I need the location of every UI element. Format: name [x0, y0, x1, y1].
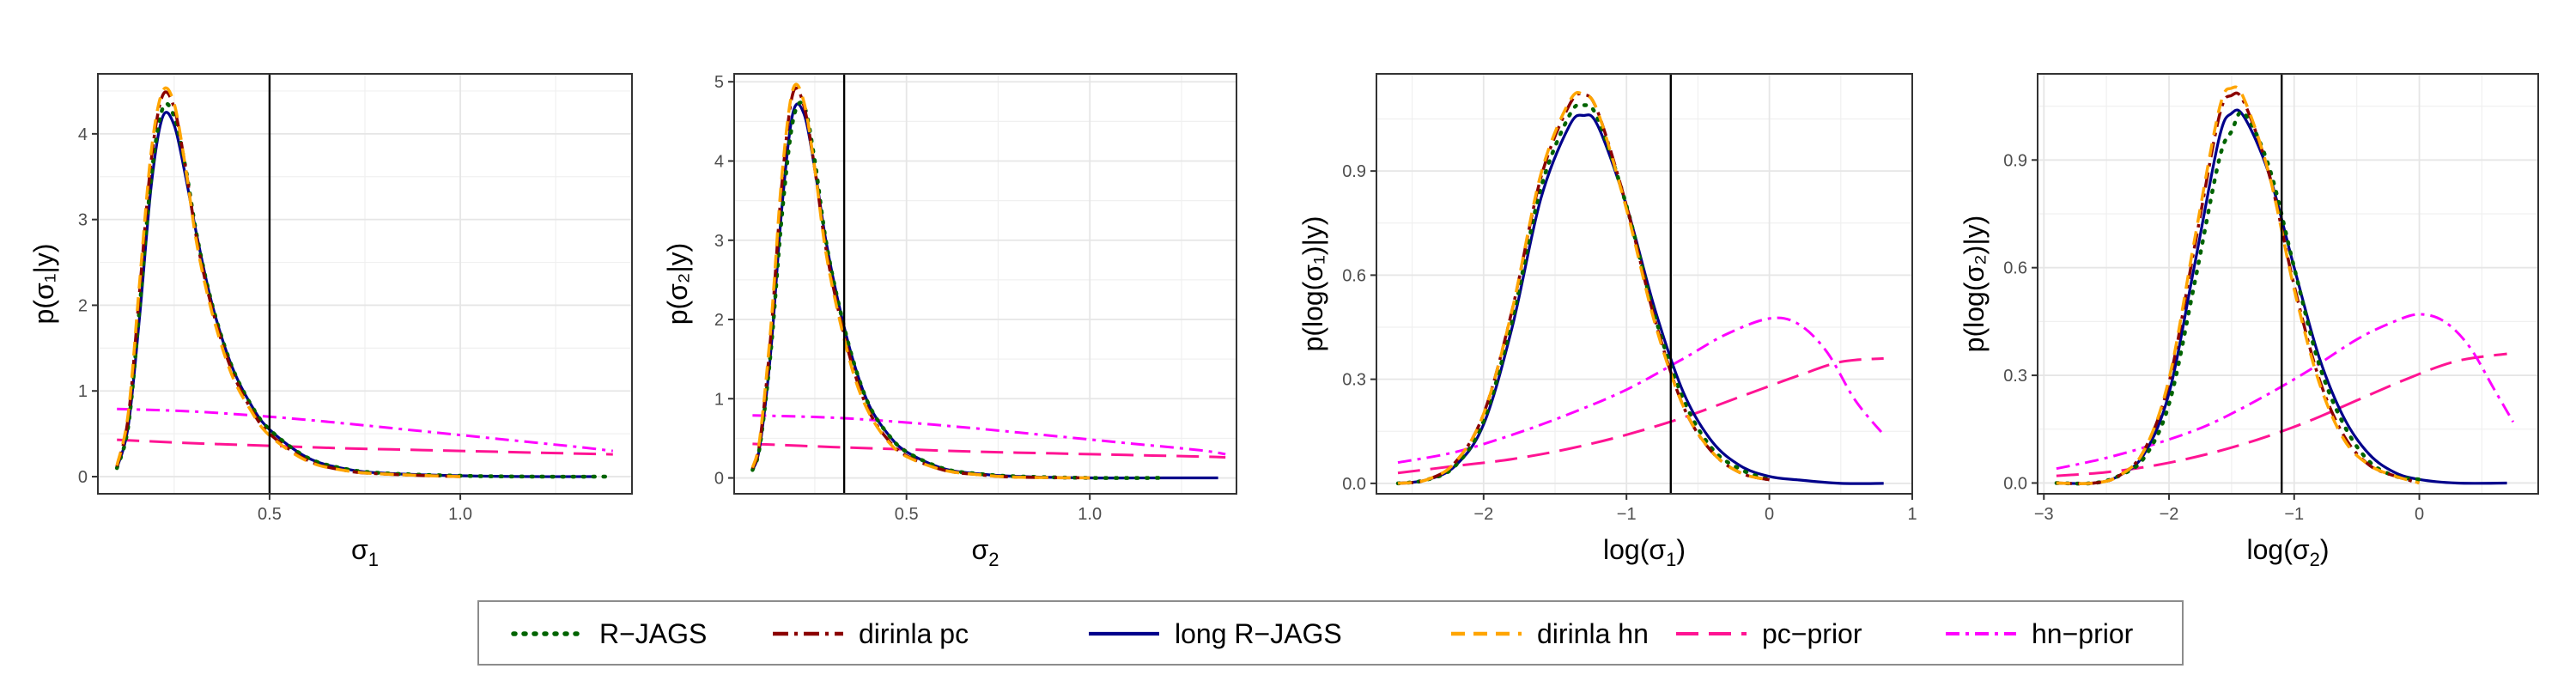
panel-1: 0 1 2 3 4 0.5 1.0 σ1 p(σ₁|y): [28, 73, 633, 570]
series-line-dirinla-hn: [2056, 85, 2420, 485]
y-tick-label: 1: [78, 382, 88, 401]
y-tick-label: 4: [78, 125, 88, 144]
y-tick-label: 0: [78, 468, 88, 487]
x-axis-label: σ1: [351, 534, 379, 570]
series-line-dirinla-hn: [1397, 90, 1771, 485]
y-tick-label: 0.6: [1342, 266, 1366, 285]
legend-item-long-rjags: long R−JAGS: [1089, 618, 1342, 649]
series-line-dirinla-hn: [115, 86, 461, 478]
legend-label: R−JAGS: [599, 618, 707, 649]
x-tick-label: 0: [1765, 505, 1774, 524]
y-axis-label: p(log(σ₁)|y): [1297, 216, 1328, 352]
x-axis-label: log(σ2): [2246, 534, 2329, 570]
x-axis-label: σ2: [972, 534, 999, 570]
legend-item-pc-prior: pc−prior: [1676, 618, 1862, 649]
panel-border: [97, 73, 633, 495]
series-line-pc-prior: [1397, 356, 1884, 475]
y-tick-label: 0.9: [2003, 151, 2027, 170]
y-tick-label: 0.3: [2003, 367, 2027, 386]
y-tick-label: 0.9: [1342, 162, 1366, 181]
x-tick-label: −1: [1617, 505, 1637, 524]
panel-2: 0 1 2 3 4 5 0.5 1.0 σ2 p(σ₂|y): [662, 73, 1237, 570]
panel-border: [2037, 73, 2539, 495]
y-tick-label: 0.0: [2003, 474, 2027, 493]
legend-label: hn−prior: [2032, 618, 2134, 649]
panel-3: 0.0 0.3 0.6 0.9 −2 −1 0 1 log(σ1) p(log(σ₁)|y): [1297, 73, 1917, 570]
series-line-hn-prior: [117, 407, 613, 453]
y-tick-label: 0.3: [1342, 371, 1366, 390]
x-tick-label: −1: [2284, 505, 2304, 524]
x-tick-label: −2: [1473, 505, 1493, 524]
series-line-pc-prior: [117, 438, 613, 456]
legend-label: pc−prior: [1762, 618, 1862, 649]
legend: R−JAGS dirinla pc long R−JAGS dirinla hn pc−…: [477, 600, 2184, 666]
y-axis-label: p(σ₂|y): [662, 243, 693, 325]
series-group: [750, 82, 1226, 480]
legend-label: dirinla pc: [859, 618, 969, 649]
x-tick-label: 1.0: [1078, 505, 1102, 524]
legend-item-dirinla-pc: dirinla pc: [773, 618, 969, 649]
x-tick-label: −3: [2034, 505, 2054, 524]
x-tick-label: 0.5: [258, 505, 282, 524]
series-group: [1395, 90, 1885, 486]
y-tick-label: 3: [714, 232, 724, 251]
legend-item-rjags: R−JAGS: [511, 618, 707, 649]
legend-box: [477, 600, 2184, 666]
series-line-hn-prior: [1397, 316, 1885, 465]
y-tick-label: 1: [714, 390, 724, 409]
panel-4: 0.0 0.3 0.6 0.9 −3 −2 −1 0 log(σ2) p(log(σ₂)|y): [1959, 73, 2539, 570]
y-tick-label: 4: [714, 152, 724, 171]
y-tick-label: 0.6: [2003, 259, 2027, 278]
legend-item-dirinla-hn: dirinla hn: [1451, 618, 1649, 649]
x-tick-label: 1.0: [448, 505, 472, 524]
y-tick-label: 3: [78, 211, 88, 230]
y-tick-label: 2: [714, 311, 724, 330]
y-tick-label: 5: [714, 73, 724, 92]
series-line-long-rjags: [2056, 108, 2507, 485]
plot-background: [734, 74, 1236, 494]
x-axis-label: log(σ1): [1603, 534, 1686, 570]
x-tick-label: 0.5: [895, 505, 919, 524]
x-tick-label: −2: [2160, 505, 2179, 524]
legend-label: long R−JAGS: [1175, 618, 1342, 649]
series-line-dirinla-hn: [750, 82, 1091, 480]
y-tick-label: 2: [78, 296, 88, 315]
x-tick-label: 1: [1907, 505, 1917, 524]
x-tick-label: 0: [2415, 505, 2424, 524]
series-group: [114, 86, 616, 479]
plot-background: [2038, 74, 2538, 494]
legend-label: dirinla hn: [1537, 618, 1649, 649]
series-line-rjags: [1395, 102, 1771, 486]
legend-item-hn-prior: hn−prior: [1946, 618, 2134, 649]
series-line-rjags: [114, 101, 616, 479]
panel-border: [733, 73, 1237, 495]
y-axis-label: p(log(σ₂)|y): [1959, 216, 1990, 353]
y-tick-label: 0: [714, 470, 724, 489]
panel-border: [1376, 73, 1913, 495]
y-axis-label: p(σ₁|y): [28, 244, 59, 325]
series-line-rjags: [2054, 110, 2421, 486]
series-line-hn-prior: [2056, 313, 2515, 471]
y-tick-label: 0.0: [1342, 475, 1366, 494]
series-line-pc-prior: [752, 442, 1226, 459]
